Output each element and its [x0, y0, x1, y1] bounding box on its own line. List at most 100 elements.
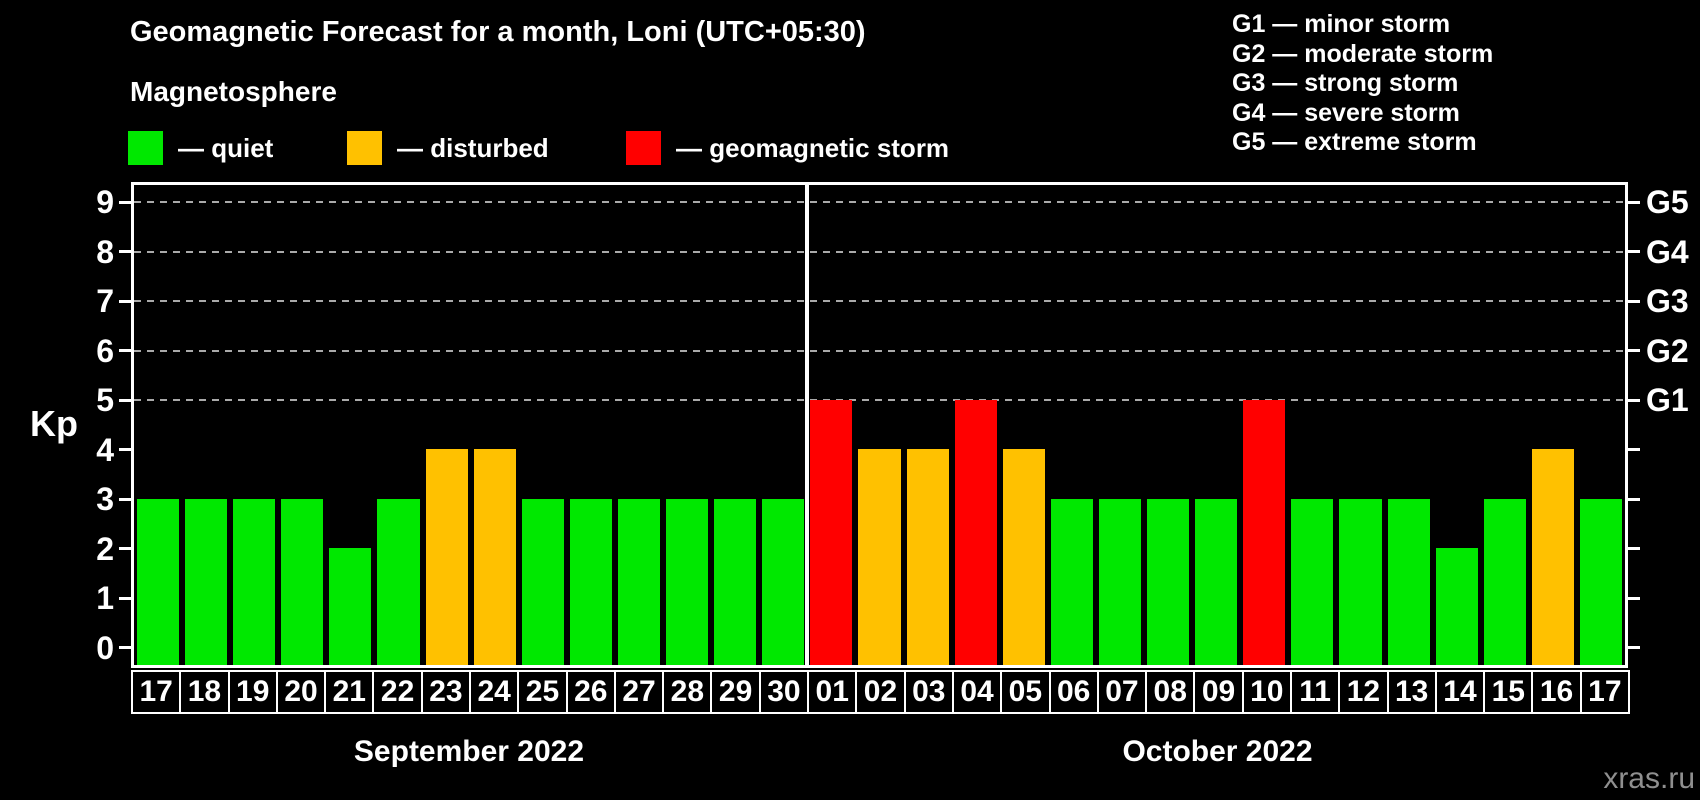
y-tick-label: 5 [96, 382, 114, 418]
y-tick-label: 3 [96, 481, 114, 517]
y-tick-label: 2 [96, 530, 114, 567]
x-date-label: 30 [758, 670, 810, 714]
kp-bar [906, 449, 949, 665]
g-axis-label-g4: G4 [1646, 233, 1689, 270]
legend-item-disturbed: — disturbed [347, 130, 549, 166]
kp-bar [1050, 498, 1093, 665]
x-date-label: 14 [1434, 670, 1486, 714]
gridline-kp7 [134, 300, 1625, 302]
y-tick-right [1628, 349, 1640, 352]
gridline-kp8 [134, 250, 1625, 253]
g-legend-line: G1 — minor storm [1232, 10, 1451, 38]
kp-bar [1531, 449, 1574, 665]
y-tick-right [1628, 448, 1640, 451]
x-date-label: 23 [420, 670, 472, 714]
kp-bar [281, 498, 324, 665]
kp-bar [185, 498, 228, 665]
y-tick-right [1628, 497, 1640, 501]
kp-bar [1483, 498, 1526, 665]
y-tick-left [119, 349, 131, 352]
y-tick-right [1628, 547, 1640, 550]
y-tick-label: 7 [96, 283, 114, 319]
y-tick-right [1628, 646, 1640, 649]
y-tick-label: 6 [96, 332, 114, 369]
storm-swatch-icon [626, 131, 661, 165]
kp-bar [233, 498, 276, 665]
kp-bar [1435, 548, 1478, 665]
y-tick-left [119, 547, 131, 550]
legend-label: — geomagnetic storm [676, 132, 950, 163]
kp-bar [1002, 449, 1045, 665]
x-date-label: 25 [517, 670, 568, 714]
kp-bar [810, 399, 853, 665]
y-tick-label: 1 [96, 580, 114, 616]
g-axis-label-g3: G3 [1646, 283, 1689, 319]
g-axis-label-g1: G1 [1646, 382, 1689, 418]
x-date-label: 15 [1483, 670, 1534, 714]
month-label-october: October 2022 [1122, 735, 1313, 768]
y-tick-right [1628, 398, 1640, 402]
kp-bar [954, 399, 997, 665]
g-legend-line: G3 — strong storm [1232, 69, 1459, 97]
kp-bar [714, 498, 757, 665]
kp-bar [1147, 498, 1190, 665]
kp-bar [1195, 498, 1238, 665]
y-tick-label: 4 [96, 431, 114, 468]
x-date-label: 28 [662, 670, 713, 714]
g-legend-line: G5 — extreme storm [1232, 128, 1477, 156]
kp-bar [1579, 498, 1622, 665]
disturbed-swatch-icon [347, 131, 382, 165]
month-separator [805, 185, 810, 665]
x-date-label: 24 [469, 670, 520, 714]
kp-bar [569, 498, 612, 665]
kp-bar [617, 498, 661, 665]
kp-bar [1339, 498, 1382, 665]
y-tick-left [119, 299, 131, 303]
g-legend-line: G2 — moderate storm [1232, 39, 1494, 68]
legend-item-quiet: — quiet [128, 130, 273, 166]
y-tick-right [1628, 596, 1640, 600]
kp-bar [377, 498, 420, 665]
x-date-label: 17 [1579, 670, 1630, 714]
y-tick-label: 0 [96, 629, 114, 666]
kp-bar [1098, 498, 1142, 665]
kp-bar [473, 449, 516, 665]
y-tick-right [1628, 299, 1640, 303]
x-date-label: 17 [131, 670, 182, 714]
kp-bar [666, 498, 709, 665]
x-date-label: 07 [1096, 670, 1148, 714]
g-scale-legend: G1 — minor storm G2 — moderate storm G3 — … [1232, 10, 1493, 158]
x-date-label: 03 [903, 670, 954, 714]
legend-label: — disturbed [397, 132, 549, 163]
gridline-kp5 [134, 399, 1625, 401]
y-tick-right [1628, 200, 1640, 204]
x-date-label: 29 [710, 670, 761, 714]
x-date-label: 02 [855, 670, 906, 714]
page-title: Geomagnetic Forecast for a month, Loni (… [130, 16, 866, 48]
gridline-kp6 [134, 349, 1625, 352]
x-date-label: 12 [1338, 670, 1389, 714]
y-tick-label: 9 [96, 184, 114, 220]
x-date-label: 04 [951, 670, 1003, 714]
x-date-label: 16 [1531, 670, 1582, 714]
y-tick-right [1628, 250, 1640, 253]
kp-bar [858, 449, 901, 665]
x-date-label: 20 [275, 670, 327, 714]
y-tick-left [119, 497, 131, 501]
g-axis-label-g5: G5 [1646, 184, 1689, 220]
kp-bar [329, 548, 372, 665]
x-date-label: 01 [807, 670, 858, 714]
x-date-label: 21 [324, 670, 375, 714]
kp-bar [137, 498, 180, 665]
y-tick-left [119, 398, 131, 402]
x-date-label: 19 [227, 670, 278, 714]
x-date-label: 27 [613, 670, 665, 714]
x-date-label: 13 [1386, 670, 1437, 714]
plot-area [131, 182, 1628, 668]
gridline-kp9 [134, 201, 1625, 203]
y-tick-left [119, 646, 131, 649]
kp-bar [1243, 399, 1286, 665]
y-tick-left [119, 596, 131, 600]
g-axis-label-g2: G2 [1646, 332, 1689, 369]
x-date-label: 11 [1289, 670, 1341, 714]
